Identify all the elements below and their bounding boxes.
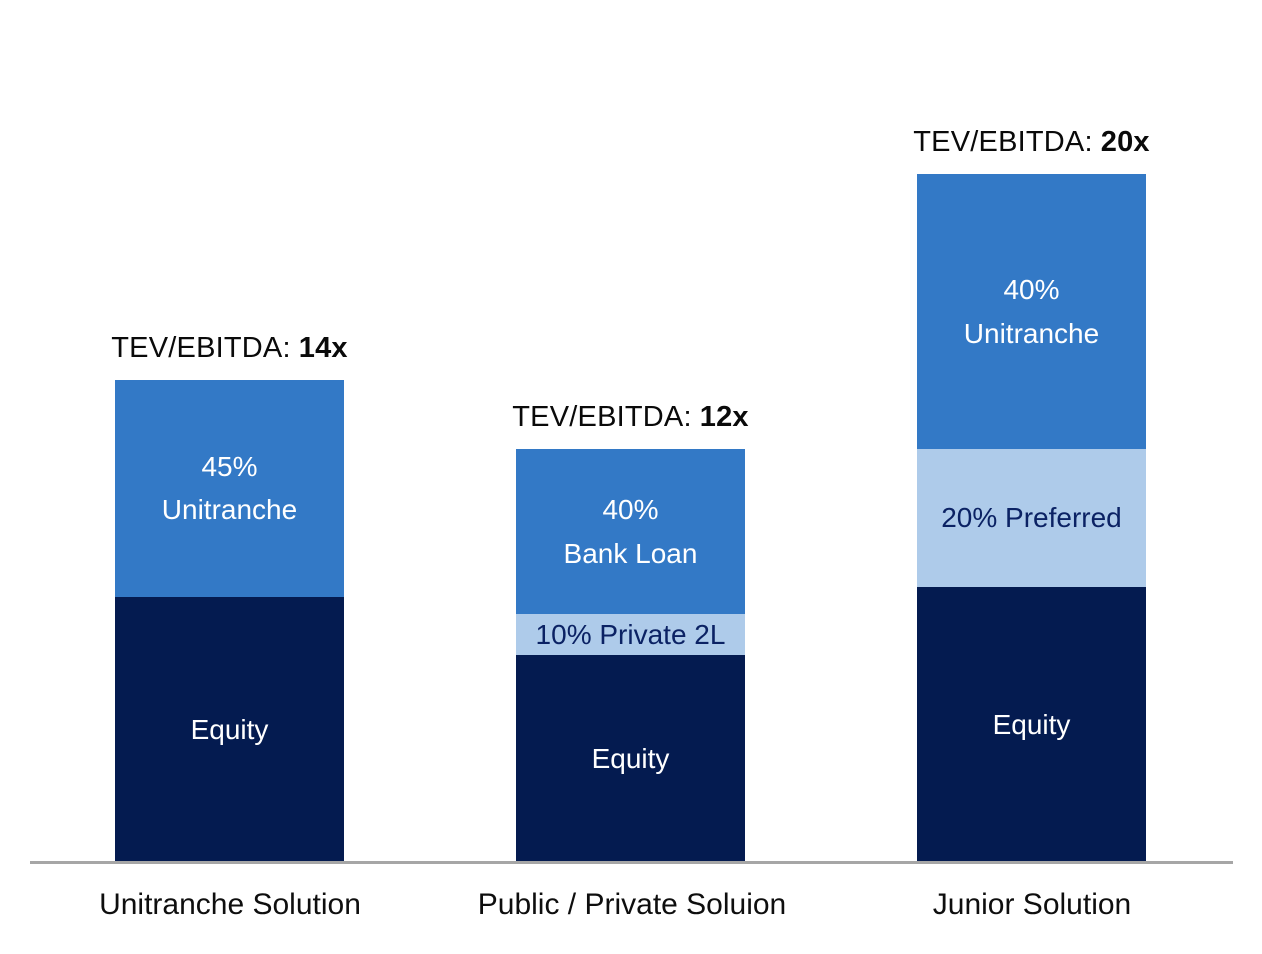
bar-segment-equity: Equity	[115, 596, 344, 862]
stacked-bar-public-private-solution: 40% Bank Loan 10% Private 2L Equity	[516, 449, 745, 862]
bar-segment-unitranche: 40% Unitranche	[917, 174, 1146, 450]
segment-label: 20% Preferred	[941, 496, 1122, 539]
segment-label: Equity	[191, 708, 269, 751]
segment-label: 40% Bank Loan	[564, 488, 698, 575]
segment-label: 40% Unitranche	[964, 268, 1099, 355]
segment-label-line: Equity	[992, 708, 1071, 740]
segment-label-line: 20% Preferred	[941, 502, 1122, 534]
x-axis-line	[30, 861, 1233, 864]
segment-label-line: Unitranche	[161, 494, 298, 526]
bar-segment-equity: Equity	[917, 586, 1146, 862]
segment-label-line: 45%	[201, 451, 258, 483]
tev-label-prefix: TEV/EBITDA:	[512, 401, 692, 433]
segment-label-line: Unitranche	[963, 317, 1100, 349]
tev-ebitda-label-1: TEV/EBITDA: 14x	[111, 332, 347, 365]
bar-group-public-private-solution: TEV/EBITDA: 12x 40% Bank Loan 10% Private…	[512, 401, 749, 862]
segment-label-line: 40%	[602, 494, 659, 526]
tev-multiple-value: 12x	[699, 401, 749, 433]
bar-segment-bank-loan: 40% Bank Loan	[516, 449, 745, 615]
bar-group-unitranche-solution: TEV/EBITDA: 14x 45% Unitranche Equity	[111, 332, 348, 862]
segment-label: Equity	[993, 703, 1071, 746]
bar-group-junior-solution: TEV/EBITDA: 20x 40% Unitranche 20% Prefer…	[913, 126, 1150, 862]
category-label-unitranche-solution: Unitranche Solution	[99, 888, 361, 921]
tev-multiple-value: 20x	[1100, 126, 1150, 158]
bar-segment-equity: Equity	[516, 655, 745, 862]
category-label-junior-solution: Junior Solution	[932, 888, 1132, 921]
bar-segment-unitranche: 45% Unitranche	[115, 380, 344, 597]
segment-label-line: 40%	[1003, 274, 1060, 306]
stacked-bar-junior-solution: 40% Unitranche 20% Preferred Equity	[917, 174, 1146, 862]
tev-label-prefix: TEV/EBITDA:	[913, 126, 1093, 158]
segment-label: Equity	[592, 737, 670, 780]
category-label-public-private-solution: Public / Private Soluion	[477, 888, 787, 921]
segment-label-line: Equity	[190, 713, 269, 745]
segment-label: 45% Unitranche	[162, 445, 297, 532]
stacked-bar-unitranche-solution: 45% Unitranche Equity	[115, 380, 344, 862]
segment-label-line: 10% Private 2L	[535, 619, 726, 651]
tev-label-prefix: TEV/EBITDA:	[111, 332, 291, 364]
bar-segment-private-2l: 10% Private 2L	[516, 614, 745, 656]
bar-segment-preferred: 20% Preferred	[917, 449, 1146, 587]
tev-ebitda-label-2: TEV/EBITDA: 12x	[512, 401, 748, 434]
segment-label-line: Bank Loan	[563, 537, 698, 569]
segment-label-line: Equity	[591, 743, 670, 775]
tev-ebitda-label-3: TEV/EBITDA: 20x	[913, 126, 1149, 159]
tev-multiple-value: 14x	[298, 332, 348, 364]
segment-label: 10% Private 2L	[536, 614, 726, 655]
